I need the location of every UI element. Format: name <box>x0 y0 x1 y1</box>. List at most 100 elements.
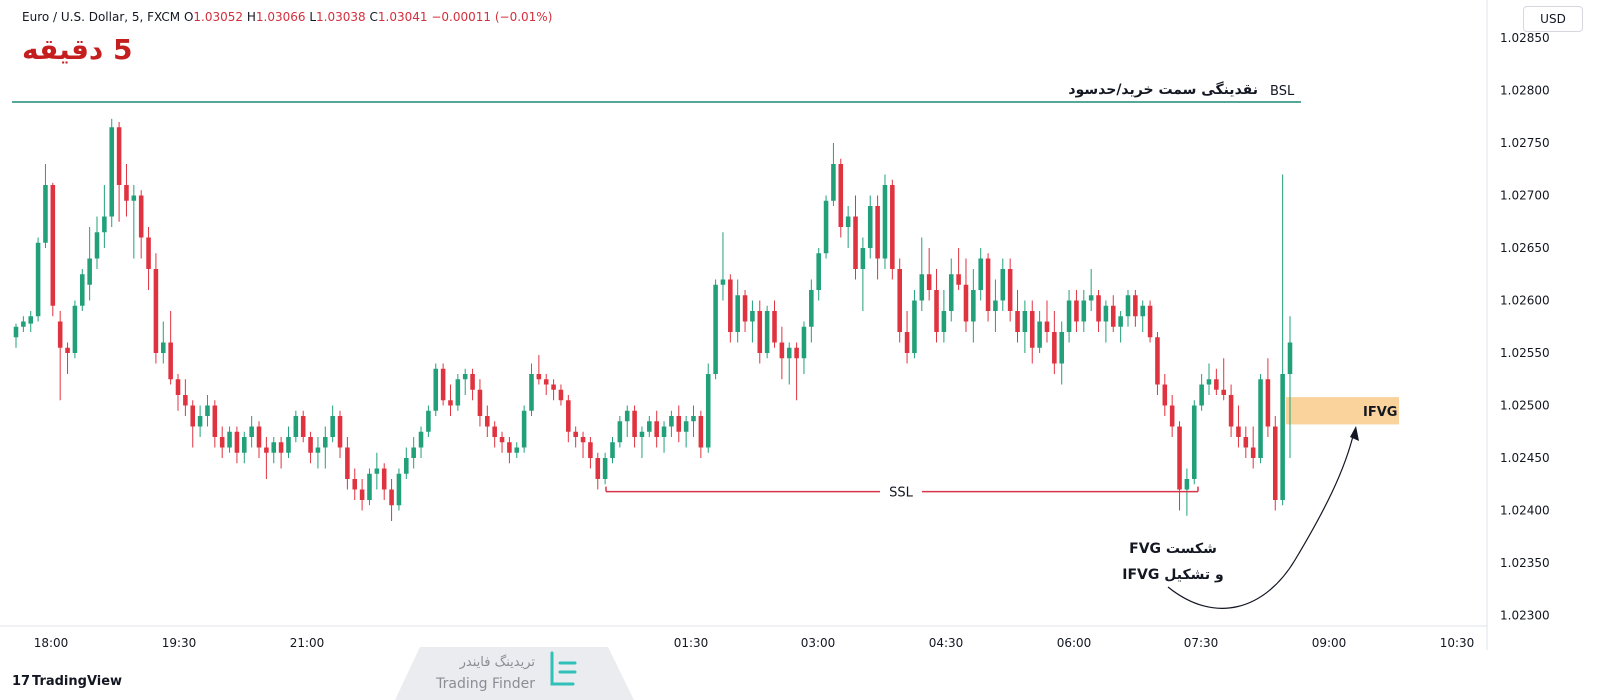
candle-body <box>485 416 490 427</box>
candle-body <box>875 206 880 259</box>
candle-body <box>624 410 630 422</box>
candle-body <box>779 342 785 359</box>
candle-body <box>1125 295 1131 317</box>
candle-body <box>1214 379 1219 390</box>
candle-body <box>190 405 196 427</box>
candle-body <box>786 347 792 359</box>
candle-body <box>242 437 247 453</box>
candle-body <box>985 258 991 311</box>
candle-body <box>683 421 689 432</box>
candle-body <box>632 410 637 437</box>
timeframe-title: 5 دقیقه <box>22 33 133 66</box>
candle-body <box>948 274 954 311</box>
candle-body <box>212 405 218 437</box>
candle-body <box>845 216 851 227</box>
arrow-head <box>1350 426 1359 441</box>
candle-body <box>801 326 807 359</box>
price-tick-label: 1.02700 <box>1500 189 1550 203</box>
ohlc-l: 1.03038 <box>316 10 366 24</box>
candle-body <box>153 269 159 353</box>
price-tick-label: 1.02750 <box>1500 136 1550 150</box>
candle-body <box>1029 311 1035 348</box>
candle-body <box>654 421 659 437</box>
candle-body <box>1280 374 1285 500</box>
candle-body <box>713 284 718 374</box>
candle-body <box>1236 426 1241 437</box>
candle-body <box>956 274 961 285</box>
price-tick-label: 1.02350 <box>1500 556 1550 570</box>
candle-body <box>308 437 313 453</box>
candle-body <box>418 431 424 448</box>
candle-body <box>1000 269 1006 301</box>
candle-body <box>963 284 969 322</box>
symbol-header: Euro / U.S. Dollar, 5, FXCM O1.03052 H1.… <box>22 10 552 24</box>
candle-body <box>838 164 844 227</box>
currency-button[interactable]: USD <box>1523 6 1583 32</box>
candle-body <box>433 368 439 411</box>
candle-body <box>647 421 652 432</box>
candle-body <box>146 237 151 269</box>
candle-body <box>396 473 402 506</box>
ohlc-l-label: L <box>309 10 317 24</box>
candle-body <box>35 242 41 317</box>
ohlc-change: −0.00011 (−0.01%) <box>431 10 553 24</box>
candle-body <box>168 342 173 380</box>
candle-body <box>1088 295 1094 301</box>
candle-body <box>381 468 387 490</box>
ohlc-o: 1.03052 <box>193 10 244 24</box>
candle-body <box>669 416 674 427</box>
candle-body <box>1037 321 1042 348</box>
candle-body <box>205 405 210 416</box>
candle-body <box>175 379 181 395</box>
tradingview-brand[interactable]: 17 TradingView <box>12 674 122 689</box>
candle-body <box>1221 389 1227 395</box>
candle-body <box>492 426 497 437</box>
candle-body <box>1074 300 1079 322</box>
candle-body <box>794 347 799 359</box>
candle-body <box>941 311 947 332</box>
candle-body <box>293 416 299 437</box>
time-tick-label: 04:30 <box>929 636 964 650</box>
note-line1: شکست FVG <box>1129 541 1217 557</box>
candle-body <box>971 290 976 322</box>
chart-grid <box>0 0 1488 650</box>
time-tick-label: 09:00 <box>1312 636 1347 650</box>
price-tick-label: 1.02650 <box>1500 241 1550 255</box>
candle-body <box>610 442 615 458</box>
candle-body <box>21 321 26 327</box>
candle-body <box>138 195 144 238</box>
candle-body <box>337 416 343 448</box>
candle-body <box>426 410 431 432</box>
candle-body <box>1081 300 1087 322</box>
candle-body <box>698 416 704 448</box>
candle-body <box>315 447 321 453</box>
candle-body <box>757 311 763 353</box>
candle-body <box>1096 295 1101 322</box>
candle-body <box>1133 295 1138 317</box>
time-tick-label: 21:00 <box>290 636 325 650</box>
candle-body <box>588 442 593 458</box>
ohlc-o-label: O <box>183 10 194 24</box>
candle-body <box>13 326 19 338</box>
candle-body <box>728 279 733 332</box>
candle-body <box>65 347 70 353</box>
candle-body <box>558 389 564 401</box>
candle-body <box>853 216 858 269</box>
candle-body <box>536 374 542 380</box>
candle-body <box>389 489 394 506</box>
candle-body <box>676 416 682 432</box>
candle-body <box>993 300 998 311</box>
candle-body <box>831 164 836 201</box>
candle-body <box>1110 305 1116 327</box>
candle-body <box>161 342 166 353</box>
candle-body <box>882 185 888 259</box>
candle-body <box>1206 379 1212 385</box>
bsl-label: BSL <box>1270 84 1295 99</box>
candle-body <box>543 379 549 385</box>
candle-body <box>742 295 748 322</box>
candle-body <box>551 384 556 390</box>
candle-body <box>131 195 137 201</box>
candle-body <box>197 416 203 427</box>
time-tick-label: 18:00 <box>34 636 69 650</box>
